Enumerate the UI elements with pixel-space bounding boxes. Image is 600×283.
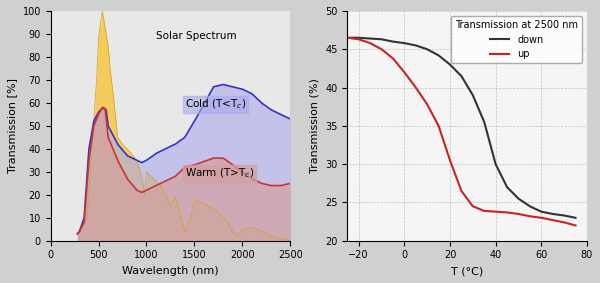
Text: Cold (T<T$_c$): Cold (T<T$_c$) (185, 98, 246, 111)
Y-axis label: Transmission (%): Transmission (%) (310, 78, 320, 173)
X-axis label: Wavelength (nm): Wavelength (nm) (122, 266, 219, 276)
X-axis label: T (°C): T (°C) (451, 266, 483, 276)
Text: Warm (T>T$_c$): Warm (T>T$_c$) (185, 167, 254, 180)
Y-axis label: Transmission [%]: Transmission [%] (7, 78, 17, 173)
Text: Solar Spectrum: Solar Spectrum (156, 31, 236, 40)
Legend: down, up: down, up (451, 16, 582, 63)
